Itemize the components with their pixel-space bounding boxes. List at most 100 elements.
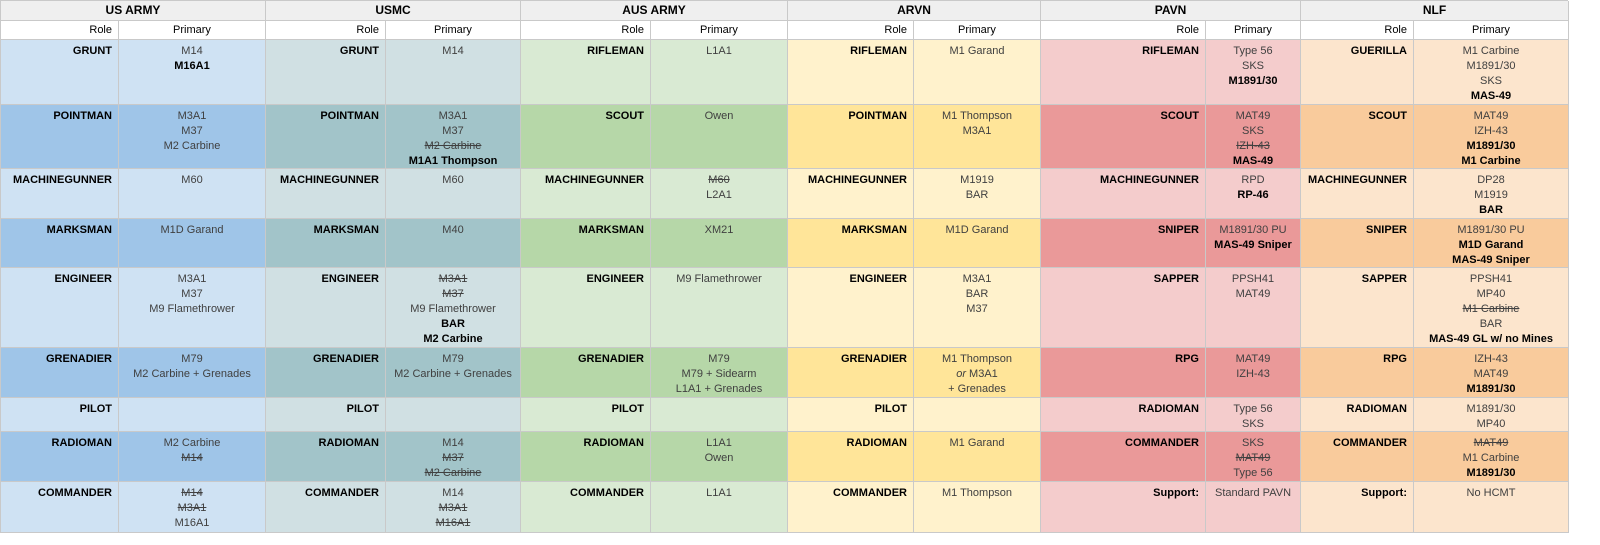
role-cell: SAPPER (1041, 268, 1206, 348)
primary-weapons-cell: M1 Garand (914, 432, 1041, 482)
loadout-row: RADIOMAN M1 Garand (788, 432, 1041, 482)
weapon-line: M1D Garand (945, 224, 1009, 236)
loadout-row: COMMANDER SKS MAT49 Type 56 (1041, 432, 1301, 482)
weapon-line: L1A1 (706, 437, 732, 449)
weapon-line: RPD (1241, 174, 1265, 186)
weapon-line: M37 (181, 288, 203, 300)
primary-weapons-cell: M3A1 M37 M2 Carbine M1A1 Thompson (386, 105, 521, 169)
role-cell: PILOT (788, 398, 914, 432)
loadout-row: COMMANDER MAT49 M1 Carbine M1891/30 (1301, 432, 1569, 482)
role-cell: POINTMAN (788, 105, 914, 169)
role-cell: PILOT (266, 398, 386, 432)
primary-weapons-cell: M60 (119, 169, 266, 219)
weapon-line: M1891/30 (1466, 383, 1516, 395)
loadout-row: GRUNT M14 (266, 40, 521, 105)
role-cell: COMMANDER (788, 482, 914, 533)
weapon-line: M3A1 (962, 273, 992, 285)
weapon-line: SKS (1241, 437, 1264, 449)
weapon-line: M2 Carbine (163, 437, 221, 449)
faction-nlf: NLF Role Primary GUERILLA M1 Carbine M1891/30… (1301, 1, 1569, 533)
loadout-row: MACHINEGUNNER RPD RP-46 (1041, 169, 1301, 219)
loadout-row: SNIPER M1891/30 PU M1D Garand MAS-49 Sniper (1301, 219, 1569, 268)
primary-weapons-cell: PPSH41 MP40 M1 Carbine BAR MAS-49 GL w/ no M… (1414, 268, 1569, 348)
primary-weapons-cell: SKS MAT49 Type 56 (1206, 432, 1301, 482)
weapon-line: M2 Carbine + Grenades (394, 368, 512, 380)
weapon-line: MAS-49 Sniper (1452, 254, 1530, 266)
weapon-line: M3A1 (438, 502, 468, 514)
primary-weapons-cell: MAT49 IZH-43 M1891/30 M1 Carbine (1414, 105, 1569, 169)
loadout-row: SNIPER M1891/30 PU MAS-49 Sniper (1041, 219, 1301, 268)
weapon-line: M1 Garand (949, 45, 1005, 57)
primary-weapons-cell (914, 398, 1041, 432)
primary-weapons-cell: L1A1 (651, 482, 788, 533)
weapon-line: M1891/30 (1466, 467, 1516, 479)
faction-name: USMC (266, 1, 521, 21)
weapon-line: IZH-43 (1236, 140, 1270, 152)
weapon-line: M16A1 (435, 517, 471, 529)
primary-column-header: Primary (914, 21, 1041, 40)
role-cell: SCOUT (521, 105, 651, 169)
weapon-line: MP40 (1476, 288, 1506, 300)
loadout-row: Support: No HCMT (1301, 482, 1569, 533)
weapon-line: Standard PAVN (1214, 487, 1292, 499)
primary-weapons-cell: M1 Thompson or M3A1 + Grenades (914, 348, 1041, 398)
weapon-line: SKS (1479, 75, 1502, 87)
weapon-line: Type 56 (1233, 45, 1273, 57)
faction-loadout-table: US ARMY Role Primary GRUNT M14 M16A1 POINTMAN M… (0, 0, 1569, 533)
loadout-row: COMMANDER M14 M3A1 M16A1 (1, 482, 266, 533)
loadout-row: SAPPER PPSH41 MAT49 (1041, 268, 1301, 348)
role-column-header: Role (1041, 21, 1206, 40)
weapon-line: Owen (704, 452, 734, 464)
primary-weapons-cell: M3A1 M37 M9 Flamethrower BAR M2 Carbine (386, 268, 521, 348)
weapon-line: MAT49 (1473, 368, 1509, 380)
weapon-line: M3A1 (438, 110, 468, 122)
weapon-line: M1919 (1474, 189, 1508, 201)
loadout-row: RPG MAT49 IZH-43 (1041, 348, 1301, 398)
weapon-line: M79 (708, 353, 730, 365)
role-cell: GUERILLA (1301, 40, 1414, 105)
role-cell: ENGINEER (788, 268, 914, 348)
faction-name: ARVN (788, 1, 1041, 21)
role-cell: MARKSMAN (1, 219, 119, 268)
role-column-header: Role (1301, 21, 1414, 40)
weapon-line: M1 Carbine (1462, 452, 1520, 464)
role-cell: MACHINEGUNNER (788, 169, 914, 219)
role-cell: Support: (1301, 482, 1414, 533)
faction-us-army: US ARMY Role Primary GRUNT M14 M16A1 POINTMAN M… (1, 1, 266, 533)
weapon-line: PPSH41 (1231, 273, 1275, 285)
weapon-line: XM21 (704, 224, 734, 236)
role-cell: ENGINEER (266, 268, 386, 348)
loadout-row: PILOT (1, 398, 266, 432)
primary-weapons-cell: M1 Thompson (914, 482, 1041, 533)
loadout-row: GUERILLA M1 Carbine M1891/30 SKS MAS-49 (1301, 40, 1569, 105)
weapon-line: M37 (966, 303, 988, 315)
loadout-row: ENGINEER M3A1 M37 M9 Flamethrower BAR M2 Carb… (266, 268, 521, 348)
faction-aus-army: AUS ARMY Role Primary RIFLEMAN L1A1 SCOUT Owen… (521, 1, 788, 533)
weapon-line: BAR (965, 189, 989, 201)
role-cell: MACHINEGUNNER (1, 169, 119, 219)
weapon-line: M3A1 (962, 125, 992, 137)
loadout-row: MARKSMAN XM21 (521, 219, 788, 268)
role-cell: RADIOMAN (788, 432, 914, 482)
primary-weapons-cell: M1D Garand (914, 219, 1041, 268)
weapon-line: M40 (442, 224, 464, 236)
loadout-row: ENGINEER M9 Flamethrower (521, 268, 788, 348)
weapon-line: IZH-43 (1236, 368, 1270, 380)
weapon-line: IZH-43 (1474, 353, 1508, 365)
weapon-line: L2A1 (706, 189, 732, 201)
weapon-line: M2 Carbine (424, 467, 482, 479)
weapon-line: M9 Flamethrower (676, 273, 762, 285)
loadout-row: SCOUT MAT49 IZH-43 M1891/30 M1 Carbine (1301, 105, 1569, 169)
weapon-line: M37 (181, 125, 203, 137)
weapon-line: MAT49 (1235, 452, 1271, 464)
primary-weapons-cell: M79 M2 Carbine + Grenades (119, 348, 266, 398)
loadout-row: MACHINEGUNNER DP28 M1919 BAR (1301, 169, 1569, 219)
role-cell: COMMANDER (1301, 432, 1414, 482)
primary-weapons-cell: DP28 M1919 BAR (1414, 169, 1569, 219)
primary-weapons-cell: M9 Flamethrower (651, 268, 788, 348)
weapon-line: M14 (181, 45, 203, 57)
loadout-row: PILOT (521, 398, 788, 432)
weapon-line: BAR (1479, 318, 1503, 330)
weapon-line: MAS-49 GL w/ no Mines (1429, 333, 1553, 345)
primary-column-header: Primary (386, 21, 521, 40)
